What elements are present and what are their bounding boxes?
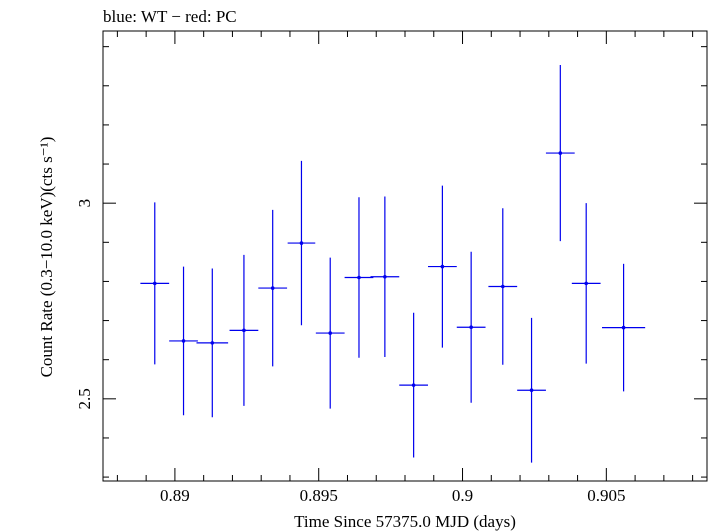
data-points [140,65,646,463]
data-point [488,208,518,365]
point-marker [328,331,333,335]
point-marker [181,339,186,343]
point-marker [440,264,445,269]
plot-frame [102,30,708,482]
point-marker [210,341,215,345]
point-marker [242,328,246,333]
data-point [169,266,198,416]
point-marker [558,151,563,155]
y-tick-label: 3 [75,199,94,208]
data-point [258,209,288,367]
point-marker [469,325,473,330]
data-point [399,312,429,458]
data-point [370,196,400,357]
data-point [315,257,345,409]
x-axis-label: Time Since 57375.0 MJD (days) [294,512,516,531]
data-point [344,197,374,358]
data-point [545,65,575,242]
x-tick-label: 0.9 [452,486,473,505]
data-point [428,185,457,348]
point-marker [383,274,387,279]
x-tick-label: 0.895 [300,486,338,505]
data-point [196,268,229,418]
axis-ticks: 0.89 0.895 0.9 0.905 2.5 3 [75,31,707,505]
data-point [229,254,259,406]
x-tick-label: 0.905 [587,486,625,505]
point-marker [152,281,157,286]
data-point [602,263,646,392]
y-tick-label: 2.5 [75,388,94,409]
point-marker [411,383,416,387]
data-point [287,160,316,326]
point-marker [621,325,626,330]
data-point [456,251,486,403]
data-point [140,202,170,365]
point-marker [584,281,588,286]
point-marker [529,388,534,393]
point-marker [270,286,275,290]
data-point [571,203,601,364]
x-tick-label: 0.89 [160,486,190,505]
chart-title: blue: WT − red: PC [103,7,237,26]
point-marker [500,284,505,289]
point-marker [357,275,361,280]
point-marker [299,241,304,245]
y-axis-label: Count Rate (0.3−10.0 keV)(cts s⁻¹) [37,137,56,378]
data-point [517,317,546,463]
